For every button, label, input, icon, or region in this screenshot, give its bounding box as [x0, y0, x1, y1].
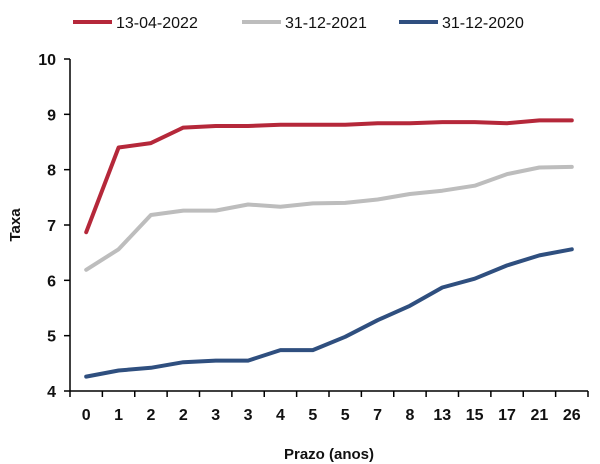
y-axis: 4 5 6 7 8 9 10	[38, 52, 71, 401]
y-tick-label: 8	[47, 163, 56, 180]
legend-label-1: 31-12-2021	[285, 15, 367, 32]
y-axis-title: Taxa	[7, 208, 24, 242]
x-tick-label: 21	[531, 407, 549, 424]
legend: 13-04-2022 31-12-2021 31-12-2020	[73, 15, 524, 32]
y-tick-label: 10	[38, 52, 56, 69]
x-tick-label: 0	[82, 407, 91, 424]
y-tick-label: 9	[47, 107, 56, 124]
plot-area	[84, 118, 574, 379]
x-tick-label: 26	[563, 407, 581, 424]
x-tick-label: 2	[146, 407, 155, 424]
series-line-1	[84, 164, 574, 272]
x-tick-label: 3	[244, 407, 253, 424]
x-tick-label: 2	[179, 407, 188, 424]
x-tick-label: 1	[114, 407, 123, 424]
y-tick-label: 6	[47, 273, 56, 290]
y-tick-label: 4	[47, 384, 56, 401]
x-tick-label: 13	[433, 407, 451, 424]
series-line-2	[84, 247, 574, 379]
legend-label-0: 13-04-2022	[116, 15, 198, 32]
legend-label-2: 31-12-2020	[442, 15, 524, 32]
x-axis: 0 1 2 2 3 3 4 5 5 7 8 13 15 17 21 26	[69, 390, 589, 424]
x-tick-label: 5	[341, 407, 350, 424]
x-tick-label: 3	[211, 407, 220, 424]
x-tick-label: 4	[276, 407, 285, 424]
x-tick-label: 8	[405, 407, 414, 424]
x-tick-label: 15	[466, 407, 484, 424]
x-axis-title: Prazo (anos)	[284, 446, 374, 463]
y-tick-label: 5	[47, 329, 56, 346]
x-tick-label: 17	[498, 407, 516, 424]
x-tick-label: 7	[373, 407, 382, 424]
y-tick-label: 7	[47, 218, 56, 235]
series-line-0	[84, 118, 574, 235]
x-tick-label: 5	[308, 407, 317, 424]
